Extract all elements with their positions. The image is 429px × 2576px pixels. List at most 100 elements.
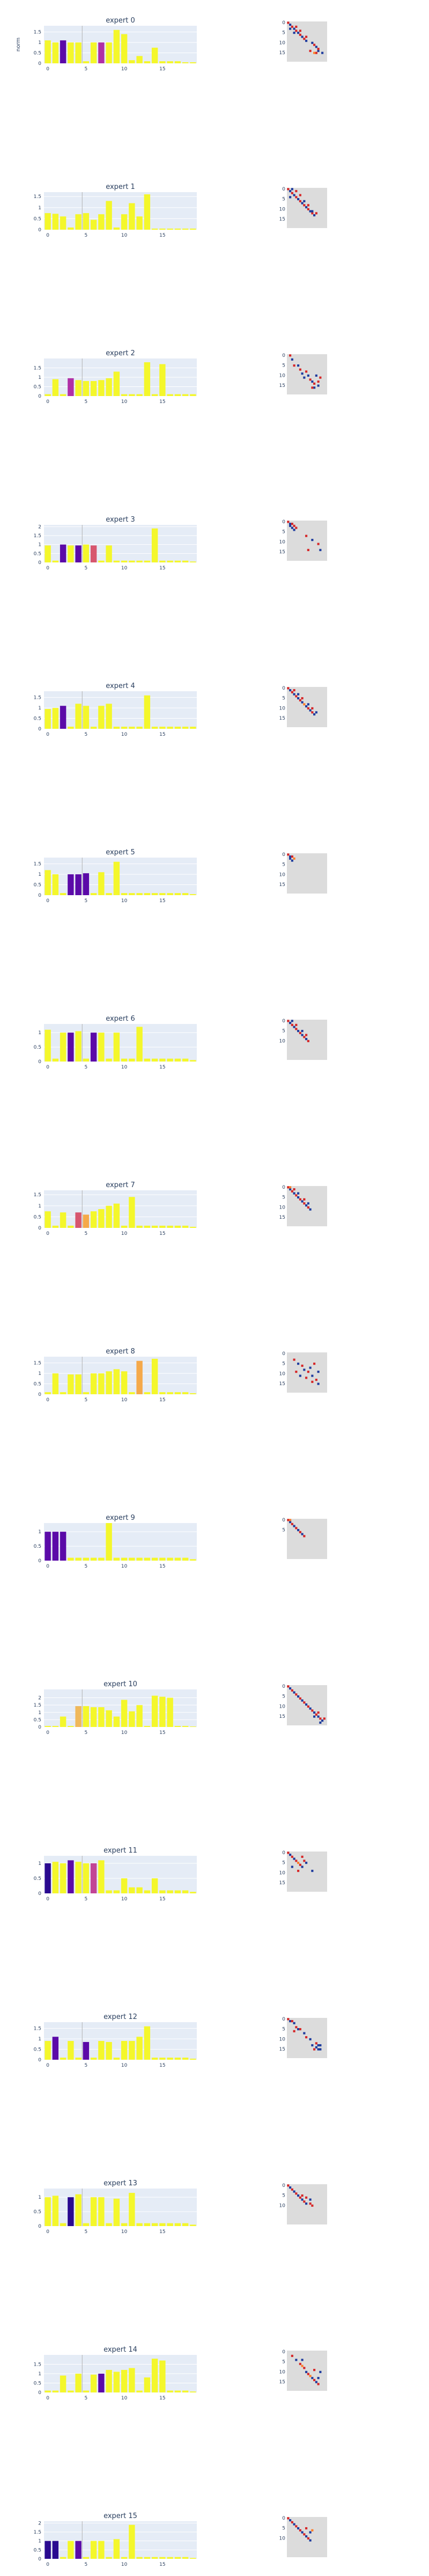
y-tick-label: 1 [38,1371,41,1377]
bar [52,560,59,562]
bar [136,1887,143,1893]
bar [68,1033,74,1062]
heatmap-cell [293,2030,295,2032]
bar [75,1557,82,1561]
bar [144,893,151,895]
bar [98,2197,105,2226]
x-tick-label: 5 [85,399,88,405]
heatmap-cell [291,192,293,194]
heatmap-cell [289,1186,292,1189]
bar [159,893,166,895]
x-tick-label: 15 [159,2396,165,2401]
y-tick-label: 0 [38,1226,41,1231]
bar [90,727,97,729]
bar [136,2390,143,2392]
x-tick-label: 5 [85,2396,88,2401]
heatmap-y-tick-label: 15 [279,2047,285,2052]
bar [98,42,105,63]
y-tick-label: 0 [38,893,41,898]
heatmap-cell [301,701,304,704]
x-tick-label: 5 [85,2562,88,2567]
bar [98,560,105,562]
x-tick-label: 0 [46,1564,49,1569]
chart-title: expert 2 [106,349,135,357]
bar [113,1203,120,1228]
heatmap-cell [311,2204,314,2207]
bar [190,2059,196,2060]
bar [174,2223,181,2226]
bar [129,2368,135,2392]
bar [121,34,128,63]
bar [121,1557,128,1561]
heatmap-cell [295,1194,298,1197]
x-tick-label: 10 [121,399,128,405]
x-tick-label: 15 [159,1564,165,1569]
bar [159,1392,166,1394]
bar [60,1212,66,1228]
x-tick-label: 5 [85,1065,88,1070]
expert-panel-15: expert 15 0 0.5 1 1.5 2 0 5 10 15 0 5 10 [34,2512,327,2567]
heatmap-cell [287,188,290,191]
heatmap-cell [317,2383,320,2385]
heatmap-cell [305,2370,308,2373]
bar [45,870,51,895]
heatmap-cell [293,1857,295,1860]
bar [52,1058,59,1062]
y-tick-label: 0.5 [34,385,41,390]
heatmap-cell [309,2038,312,2040]
heatmap-cell [309,1208,312,1211]
bar [129,2193,135,2226]
heatmap-cell [291,526,293,529]
heatmap-cell [321,1719,324,1722]
y-tick-label: 0 [38,61,41,67]
heatmap-cell [297,1862,300,1864]
heatmap-y-tick-label: 10 [279,2536,286,2541]
bar [45,2541,51,2559]
y-tick-label: 0 [38,2224,41,2229]
heatmap-background [287,521,327,561]
bar [129,203,135,230]
bar [151,727,158,729]
heatmap-y-tick-label: 15 [279,1381,285,1387]
x-tick-label: 10 [121,67,128,72]
heatmap-cell [297,32,300,34]
bar [144,1557,151,1561]
heatmap-cell [315,46,317,48]
bar [151,1058,158,1062]
heatmap-cell [313,1711,316,1714]
bar [52,214,59,230]
bar [121,1878,128,1893]
heatmap-cell [301,35,304,38]
heatmap-cell [319,2048,322,2051]
bar [68,1860,74,1893]
bar [182,394,189,396]
bar [174,228,181,230]
heatmap-cell [311,1380,314,1383]
bar [106,1371,112,1394]
x-tick-label: 10 [121,233,128,238]
plot-background [44,1856,197,1893]
heatmap-y-tick-label: 5 [282,197,285,202]
chart-title: expert 0 [106,17,135,25]
bar [121,2041,128,2060]
heatmap-cell [293,857,295,860]
bar [75,1706,82,1727]
heatmap-cell [303,1198,306,1201]
heatmap-y-tick-label: 10 [279,1038,286,1044]
bar [45,709,51,729]
y-tick-label: 1 [38,1529,41,1535]
heatmap-cell [289,855,292,858]
x-tick-label: 0 [46,2562,49,2567]
bar [83,61,90,63]
bar [83,706,90,729]
bar [167,1225,173,1228]
bar [83,2041,90,2060]
x-tick-label: 0 [46,2396,49,2401]
bar [113,1890,120,1893]
bar [106,1058,112,1062]
heatmap-cell [303,2533,306,2536]
bar [182,1058,189,1062]
bar [106,1710,112,1727]
